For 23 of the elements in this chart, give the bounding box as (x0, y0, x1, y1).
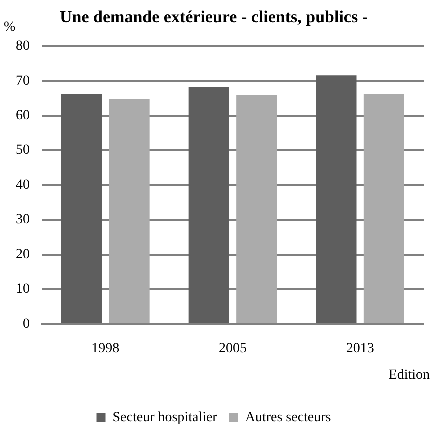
x-tick-label: 1998 (92, 341, 120, 356)
y-tick-label: 0 (23, 316, 30, 332)
y-tick-label: 60 (16, 108, 30, 124)
y-tick-label: 30 (16, 212, 30, 228)
legend-label: Secteur hospitalier (112, 410, 218, 426)
x-axis-title: Edition (388, 368, 430, 383)
bar (236, 95, 278, 324)
bar (62, 94, 102, 324)
bar (188, 87, 230, 324)
y-tick-label: 80 (16, 39, 30, 54)
y-tick-label: 20 (16, 247, 30, 262)
y-axis-title: % (4, 20, 16, 36)
y-tick-label: 50 (16, 143, 30, 158)
y-tick-label: 40 (16, 178, 30, 193)
x-tick-label: 2013 (346, 341, 374, 356)
y-tick-label: 10 (16, 282, 30, 298)
chart-title: Une demande extérieure - clients, publics - (60, 8, 368, 27)
y-tick-label: 70 (16, 74, 30, 89)
x-tick-label: 2005 (219, 341, 247, 356)
legend-label: Autres secteurs (245, 410, 332, 426)
bar (109, 100, 150, 324)
bar (364, 94, 404, 324)
bar (316, 76, 357, 324)
